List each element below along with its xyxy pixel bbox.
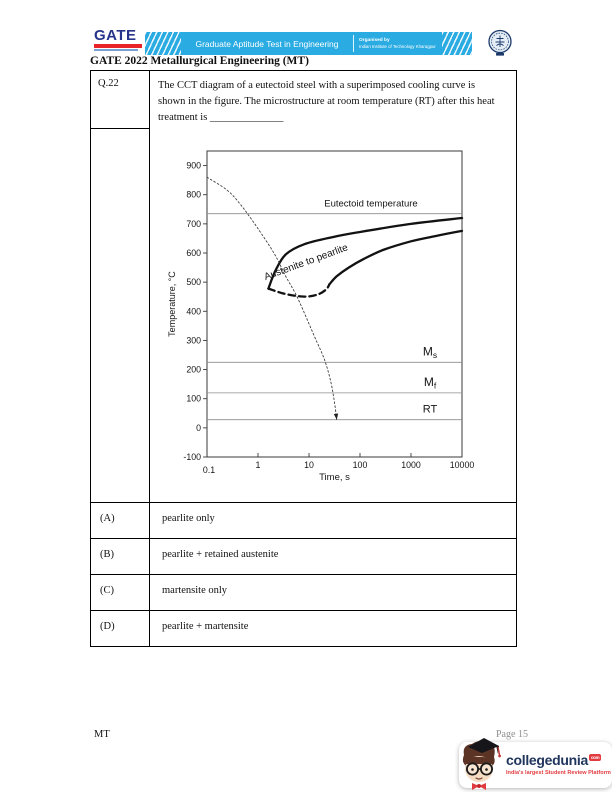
question-body-cell: The CCT diagram of a eutectoid steel wit… (150, 71, 516, 502)
question-number-spacer (91, 129, 149, 502)
label-room-temperature: RT (423, 404, 438, 416)
y-tick-label: 0 (196, 423, 201, 433)
option-text: pearlite + retained austenite (162, 549, 279, 560)
document-title: GATE 2022 Metallurgical Engineering (MT) (90, 55, 309, 67)
gate-logo-red-bar (94, 44, 142, 48)
curve-pearlite-start (267, 216, 464, 290)
brand-suffix-badge: com (588, 754, 602, 762)
banner-stripes-right (442, 32, 472, 55)
curve-transformation-mid (267, 283, 331, 298)
y-tick-label: 200 (186, 365, 201, 375)
brand-text: collegedunia (506, 752, 588, 768)
curve-pearlite-finish (328, 229, 464, 286)
curve-cooling-curve (206, 176, 338, 421)
option-text: martensite only (162, 585, 228, 596)
question-number-column: Q.22 (91, 71, 150, 502)
x-tick-label: 10000 (450, 460, 475, 470)
label-eutectoid: Eutectoid temperature (324, 199, 417, 210)
header-banner: Graduate Aptitude Test in Engineering Or… (145, 32, 472, 55)
banner-organiser-block: Organised by Indian Institute of Technol… (354, 38, 442, 49)
y-tick-label: 500 (186, 277, 201, 287)
option-label: (A) (91, 503, 150, 538)
option-row: (D) pearlite + martensite (91, 610, 516, 646)
x-tick-label: 10 (304, 460, 314, 470)
x-axis-label: Time, s (319, 472, 350, 483)
option-row: (B) pearlite + retained austenite (91, 538, 516, 574)
y-tick-label: 800 (186, 190, 201, 200)
option-text: pearlite + martensite (162, 621, 249, 632)
gate-logo: GATE (94, 27, 142, 56)
brand-name: collegedunia com (506, 752, 612, 768)
footer-page-number: Page 15 (496, 729, 528, 740)
option-text: pearlite only (162, 513, 215, 524)
brand-tagline: India's largest Student Review Platform (506, 770, 611, 776)
y-tick-label: 600 (186, 248, 201, 258)
option-label: (B) (91, 539, 150, 574)
gate-logo-blue-bar (94, 49, 139, 51)
y-tick-label: 100 (186, 394, 201, 404)
option-label: (D) (91, 611, 150, 646)
question-text-line: shown in the figure. The microstructure … (158, 95, 495, 107)
question-text: The CCT diagram of a eutectoid steel wit… (158, 78, 508, 125)
y-axis-label: Temperature, °C (167, 271, 177, 337)
y-tick-label: 700 (186, 219, 201, 229)
banner-divider (353, 35, 354, 52)
question-text-line: The CCT diagram of a eutectoid steel wit… (158, 80, 476, 91)
banner-title: Graduate Aptitude Test in Engineering (195, 38, 339, 49)
gate-logo-text: GATE (94, 27, 137, 44)
x-tick-label: 0.1 (203, 465, 215, 475)
question-table: Q.22 The CCT diagram of a eutectoid stee… (90, 70, 517, 647)
organiser-name: Indian Institute of Technology Kharagpur (359, 44, 436, 49)
question-row: Q.22 The CCT diagram of a eutectoid stee… (91, 71, 516, 502)
question-number: Q.22 (91, 71, 149, 129)
y-tick-label: 900 (186, 161, 201, 171)
iit-kharagpur-seal-icon (488, 29, 512, 56)
plot-box (206, 150, 463, 458)
question-text-line: treatment is ______________ (158, 111, 284, 123)
option-label: (C) (91, 575, 150, 610)
y-tick-label: -100 (183, 452, 201, 462)
label-martensite-finish: Mf (424, 375, 437, 391)
x-tick-label: 1000 (401, 460, 421, 470)
collegedunia-mascot-icon (462, 738, 501, 790)
y-tick-label: 300 (186, 335, 201, 345)
x-tick-label: 100 (353, 460, 368, 470)
banner-stripes-left (145, 32, 181, 55)
organised-by-label: Organised by (359, 38, 390, 43)
y-tick-label: 400 (186, 306, 201, 316)
footer-paper-code: MT (94, 729, 110, 740)
option-row: (A) pearlite only (91, 502, 516, 538)
options-container: (A) pearlite only (B) pearlite + retained a… (91, 502, 516, 646)
x-tick-label: 1 (256, 460, 261, 470)
label-martensite-start: Ms (423, 344, 437, 360)
cooling-arrowhead-icon (333, 413, 339, 420)
option-row: (C) martensite only (91, 574, 516, 610)
